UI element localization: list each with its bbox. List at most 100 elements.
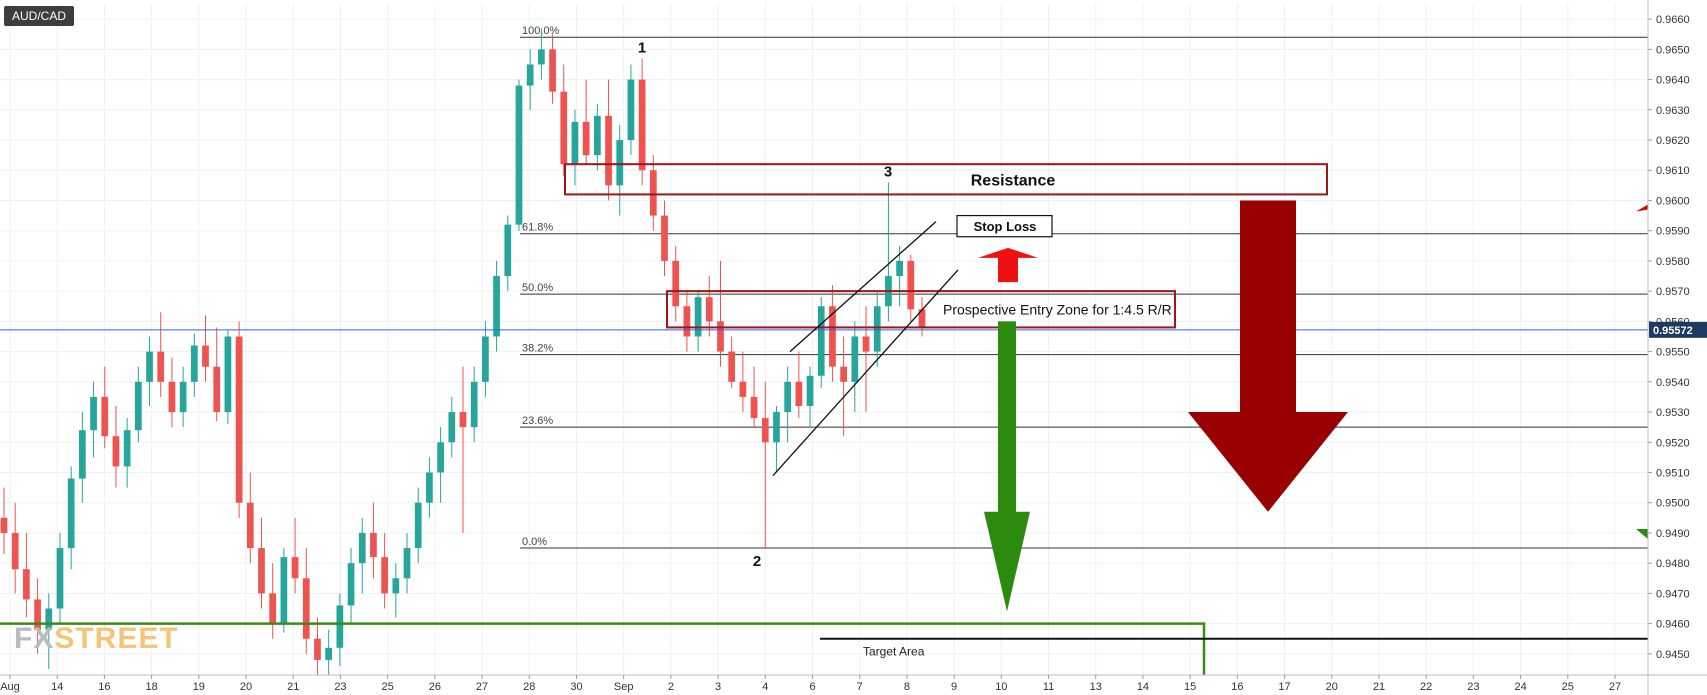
x-tick-label: 21 — [1373, 681, 1385, 693]
x-tick-label: 20 — [1326, 681, 1338, 693]
x-tick-label: 3 — [715, 681, 721, 693]
x-tick-label: 23 — [1467, 681, 1479, 693]
candle-body — [672, 260, 680, 307]
candle-body — [482, 336, 489, 382]
y-tick-label: 0.9620 — [1656, 135, 1690, 147]
drawings: Target Area Resistance Prospective Entry Z… — [0, 39, 1648, 675]
ticker-label[interactable]: AUD/CAD — [4, 6, 75, 26]
candle-body — [325, 647, 333, 660]
candle-body — [437, 442, 444, 473]
candle-body — [112, 436, 120, 467]
candle-body — [515, 85, 523, 225]
y-tick-label: 0.9530 — [1656, 407, 1690, 419]
candle-body — [739, 381, 747, 397]
channel-lower-line — [772, 269, 959, 476]
x-tick-label: 22 — [1420, 681, 1432, 693]
y-tick-label: 0.9650 — [1656, 44, 1690, 56]
x-tick-label: 11 — [1043, 681, 1054, 693]
y-tick-label: 0.9520 — [1656, 437, 1690, 449]
candle-body — [381, 557, 388, 594]
x-tick-label: 27 — [476, 681, 488, 693]
candle-body — [817, 306, 825, 376]
y-tick-label: 0.9630 — [1656, 105, 1690, 117]
candle-body — [358, 532, 366, 564]
candle-body — [246, 502, 254, 549]
candle-body — [157, 351, 165, 382]
candle-body — [851, 336, 859, 382]
candle-body — [101, 396, 109, 437]
entry-zone-label: Prospective Entry Zone for 1:4.5 R/R — [943, 301, 1172, 317]
x-tick-label: 23 — [334, 681, 346, 693]
candle-body — [717, 321, 724, 352]
candle-body — [526, 64, 534, 86]
right-edge-green-marker — [1636, 528, 1648, 539]
candle-body — [168, 381, 176, 413]
candle-body — [414, 502, 422, 549]
candle-body — [459, 412, 467, 428]
candle-body — [190, 345, 198, 382]
x-tick-label: 10 — [995, 681, 1007, 693]
candle-body — [649, 170, 657, 216]
resistance-box — [564, 163, 1328, 196]
candle-body — [795, 381, 803, 406]
y-tick-label: 0.9480 — [1656, 558, 1690, 570]
candle-body — [392, 578, 400, 594]
x-tick-label: 9 — [951, 681, 957, 693]
fib-level-label: 50.0% — [522, 282, 553, 294]
bearish-bias-arrow — [1188, 200, 1348, 512]
x-tick-label: Sep — [614, 681, 634, 693]
y-tick-label: 0.9590 — [1656, 226, 1690, 238]
x-tick-label: 15 — [1184, 681, 1196, 693]
candle-body — [370, 532, 377, 558]
y-tick-label: 0.9660 — [1656, 14, 1690, 26]
x-tick-label: 27 — [1609, 681, 1621, 693]
stop-loss-box — [956, 214, 1053, 238]
wave-label-3: 3 — [884, 163, 892, 180]
y-tick-label: 0.9610 — [1656, 165, 1690, 177]
x-tick-label: 14 — [51, 681, 63, 693]
wave-label-2: 2 — [753, 553, 761, 570]
x-tick-label: 4 — [762, 681, 768, 693]
watermark-part-b: STREET — [54, 622, 179, 655]
y-tick-label: 0.9490 — [1656, 528, 1690, 540]
candle-body — [605, 115, 612, 186]
candle-body — [0, 517, 8, 533]
candle-body — [661, 215, 668, 261]
fib-level-label: 0.0% — [522, 536, 547, 548]
candle-body — [336, 605, 344, 648]
fibonacci-levels: 100.0% 61.8% 50.0% 38.2% 23.6% 0.0% — [520, 25, 1648, 549]
candle-body — [638, 79, 646, 171]
x-tick-label: 18 — [145, 681, 157, 693]
y-tick-label: 0.9470 — [1656, 588, 1690, 600]
candle-body — [11, 532, 19, 570]
candle-body — [90, 396, 97, 431]
x-tick-label: 14 — [1137, 681, 1149, 693]
fib-level-label: 61.8% — [522, 222, 553, 234]
x-tick-label: 17 — [1278, 681, 1290, 693]
current-price-badge — [1649, 321, 1707, 338]
candle-body — [347, 563, 355, 606]
x-tick-label: Aug — [0, 681, 20, 693]
candle-body — [728, 351, 736, 382]
current-price-label: 0.95572 — [1653, 325, 1693, 337]
candle-body — [761, 418, 769, 443]
candle-body — [202, 345, 209, 367]
stop-loss-up-arrow — [978, 247, 1038, 283]
candle-body — [593, 115, 601, 156]
candle-body — [79, 430, 86, 479]
candle-body — [224, 336, 232, 413]
candle-body — [269, 593, 277, 624]
candle-body — [67, 478, 75, 549]
x-tick-label: 28 — [523, 681, 535, 693]
candle-body — [179, 381, 187, 413]
y-axis: 0.9450 0.9460 0.9470 0.9480 0.9490 0.9500 0.95… — [1647, 0, 1707, 695]
x-tick-label: 13 — [1090, 681, 1102, 693]
candle-body — [470, 381, 478, 428]
candle-body — [258, 548, 265, 594]
candle-body — [571, 121, 579, 165]
candle-body — [426, 472, 433, 503]
candle-body — [683, 306, 691, 337]
candle-body — [45, 608, 53, 630]
x-tick-label: 24 — [1514, 681, 1526, 693]
